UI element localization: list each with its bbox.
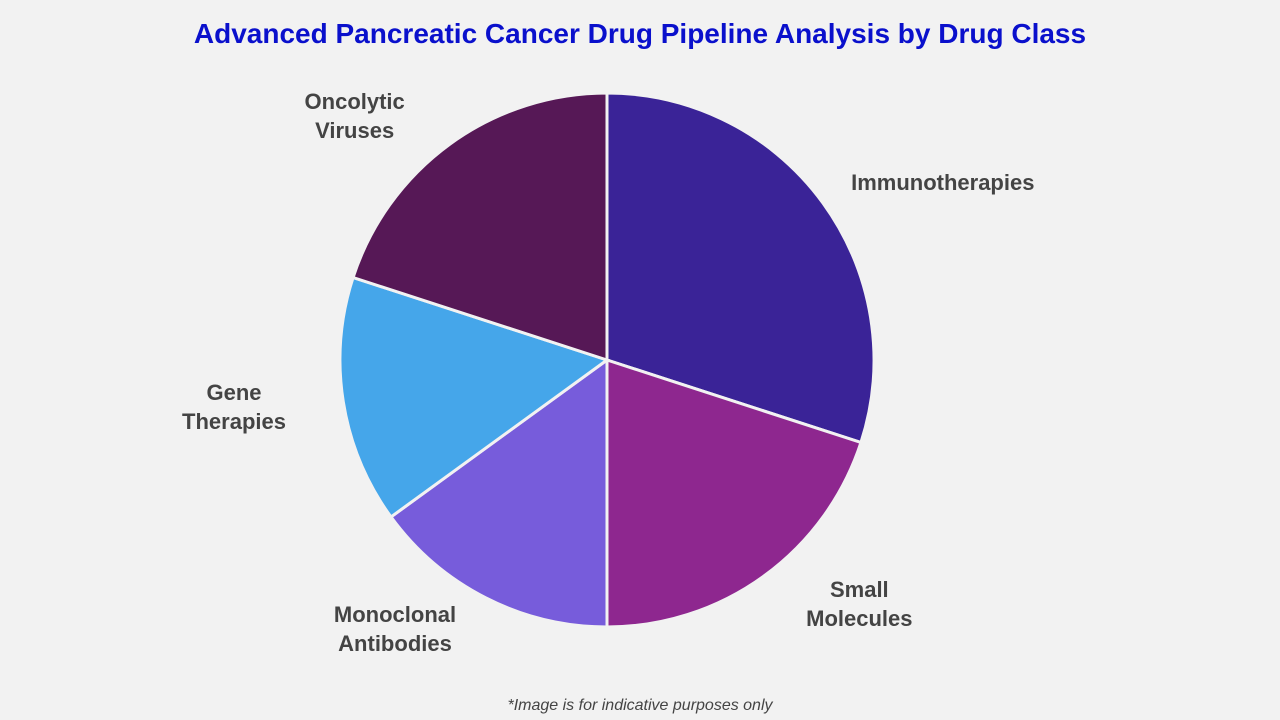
slice-label: Small Molecules — [806, 577, 913, 632]
slice-label: Oncolytic Viruses — [304, 88, 405, 143]
pie-slice — [338, 275, 611, 520]
slice-label: Monoclonal Antibodies — [333, 601, 457, 656]
slice-label: Immunotherapies — [851, 170, 1035, 196]
pie-slice — [605, 357, 863, 629]
pie-slice — [388, 357, 609, 629]
pie-slice — [605, 91, 876, 445]
pie-slice — [351, 91, 609, 363]
footnote: *Image is for indicative purposes only — [507, 697, 773, 714]
slice-label: Gene Therapies — [182, 380, 286, 435]
chart-title: Advanced Pancreatic Cancer Drug Pipeline… — [193, 18, 1087, 49]
